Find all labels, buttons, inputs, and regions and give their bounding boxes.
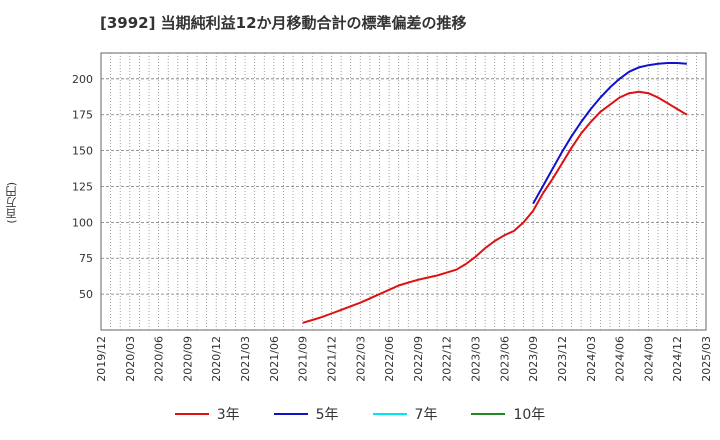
chart-title: [3992] 当期純利益12か月移動合計の標準偏差の推移: [100, 14, 467, 32]
legend-swatch-7y: [372, 413, 407, 415]
y-tick-label: 50: [79, 288, 93, 301]
x-tick-label: 2025/03: [700, 336, 713, 382]
x-tick-label: 2020/09: [181, 336, 194, 382]
legend-label-5y: 5年: [315, 407, 339, 423]
x-tick-label: 2021/06: [268, 336, 281, 382]
plot-area: [100, 52, 707, 331]
legend-item-7y: 7年: [372, 404, 438, 424]
x-tick-label: 2022/06: [383, 336, 396, 382]
x-tick-label: 2021/12: [325, 336, 338, 382]
y-tick-label: 125: [72, 180, 93, 193]
grid-lines: [101, 53, 706, 330]
series-lines: [302, 62, 688, 324]
x-tick-label: 2020/06: [153, 336, 166, 382]
y-tick-label: 175: [72, 109, 93, 122]
y-tick-label: 200: [72, 73, 93, 86]
x-tick-label: 2024/12: [671, 336, 684, 382]
y-axis-ticks: 50 75 100 125 150 175 200: [72, 73, 93, 301]
x-tick-label: 2021/03: [239, 336, 252, 382]
x-tick-label: 2020/12: [210, 336, 223, 382]
legend-label-7y: 7年: [414, 407, 438, 423]
legend: 3年 5年 7年 10年: [0, 404, 720, 424]
x-tick-label: 2023/03: [470, 336, 483, 382]
x-tick-label: 2022/03: [354, 336, 367, 382]
y-tick-label: 100: [72, 216, 93, 229]
series-line-5年: [532, 62, 687, 205]
legend-label-3y: 3年: [216, 407, 240, 423]
legend-label-10y: 10年: [513, 407, 546, 423]
legend-swatch-10y: [471, 413, 506, 415]
x-tick-label: 2023/09: [527, 336, 540, 382]
x-tick-label: 2021/09: [297, 336, 310, 382]
series-line-3年: [302, 90, 688, 324]
x-tick-label: 2023/06: [498, 336, 511, 382]
x-tick-label: 2022/09: [412, 336, 425, 382]
legend-swatch-3y: [174, 413, 209, 415]
y-tick-label: 150: [72, 145, 93, 158]
x-tick-label: 2024/09: [642, 336, 655, 382]
x-tick-label: 2023/12: [556, 336, 569, 382]
legend-item-3y: 3年: [174, 404, 240, 424]
legend-item-10y: 10年: [471, 404, 545, 424]
y-tick-label: 75: [79, 252, 93, 265]
legend-swatch-5y: [273, 413, 308, 415]
x-tick-label: 2024/03: [585, 336, 598, 382]
x-tick-label: 2019/12: [95, 336, 108, 382]
legend-item-5y: 5年: [273, 404, 339, 424]
x-tick-label: 2024/06: [614, 336, 627, 382]
x-tick-label: 2022/12: [441, 336, 454, 382]
x-axis-ticks: 2019/12 2020/03 2020/06 2020/09 2020/12 2021/…: [95, 336, 713, 382]
x-tick-label: 2020/03: [124, 336, 137, 382]
